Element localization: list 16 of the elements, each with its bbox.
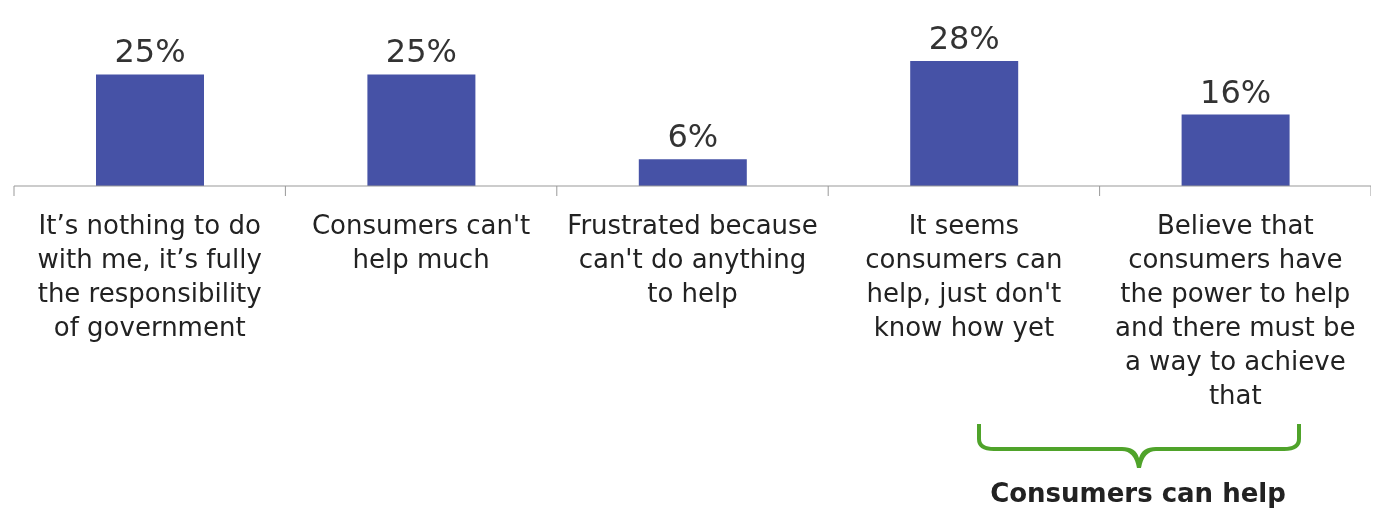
data-label: 25% [114, 32, 186, 71]
text: Consumers can help [989, 478, 1287, 508]
x-tick-label: Consumers can't help much [311, 210, 531, 274]
bar [1181, 114, 1290, 186]
data-label: 25% [385, 32, 457, 71]
bar [367, 74, 476, 186]
x-tick-label: It seems consumers can help, just don't know how yet [865, 210, 1063, 342]
x-tick-label: It’s nothing to do with me, it’s fully the responsibility of government [37, 210, 262, 342]
bar [910, 61, 1019, 186]
data-label: 28% [928, 19, 1000, 57]
bar [96, 74, 204, 186]
bar [638, 159, 747, 186]
data-label: 16% [1200, 72, 1272, 111]
data-label: 6% [667, 117, 719, 156]
x-tick-label: Frustrated because can't do anything to help [567, 210, 818, 308]
x-tick-label: Believe that consumers have the power to help and there must be a way to achieve that [1115, 210, 1356, 410]
